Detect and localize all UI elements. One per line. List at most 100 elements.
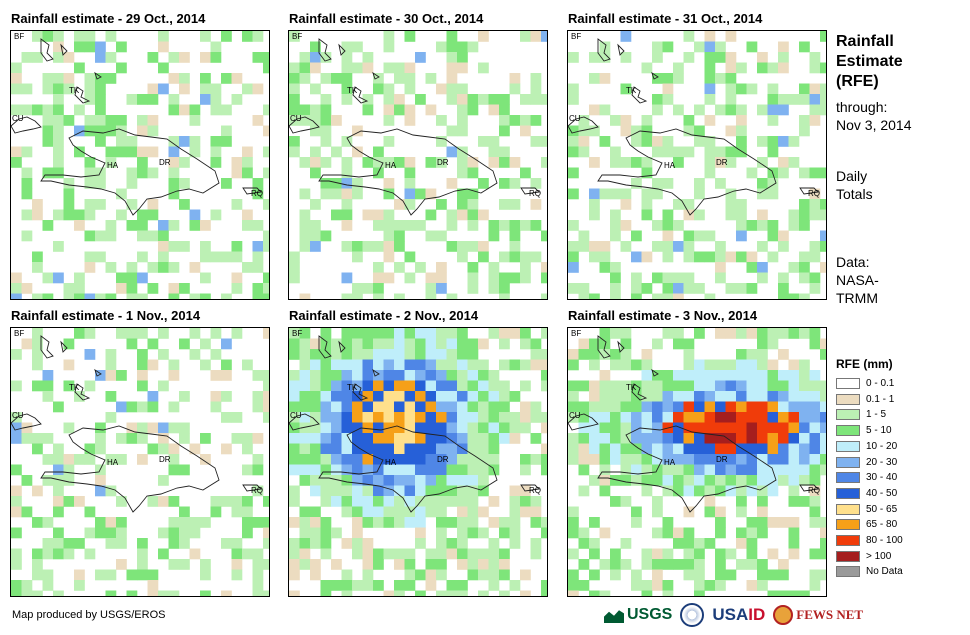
rainfall-cell: [809, 391, 821, 402]
rainfall-cell: [95, 422, 106, 434]
place-label-ha: HA: [664, 161, 676, 170]
rainfall-cell: [425, 569, 437, 581]
rainfall-cell: [788, 220, 800, 231]
rainfall-cell: [736, 412, 747, 423]
rainfall-cell: [242, 157, 253, 168]
rainfall-cell: [404, 220, 416, 231]
rainfall-cell: [715, 485, 726, 497]
rainfall-cell: [809, 94, 821, 105]
rainfall-cell: [32, 31, 43, 42]
rainfall-cell: [683, 52, 695, 63]
rainfall-cell: [694, 422, 705, 434]
rainfall-cell: [95, 199, 106, 210]
rainfall-cell: [736, 220, 747, 231]
rainfall-cell: [620, 338, 632, 350]
rainfall-cell: [662, 146, 674, 158]
rainfall-cell: [373, 241, 384, 252]
rainfall-cell: [252, 454, 264, 465]
panel-title-5: Rainfall estimate - 2 Nov., 2014: [289, 308, 479, 323]
rainfall-cell: [310, 464, 321, 476]
rainfall-cell: [641, 559, 653, 570]
rainfall-cell: [310, 220, 321, 231]
rainfall-cell: [404, 506, 416, 518]
rainfall-cell: [168, 443, 180, 455]
place-label-tk: TK: [347, 383, 358, 392]
rainfall-cell: [404, 443, 416, 455]
rainfall-cell: [436, 328, 447, 339]
rainfall-cell: [488, 328, 500, 339]
rainfall-cell: [715, 559, 726, 570]
rainfall-cell: [320, 475, 332, 486]
rainfall-cell: [210, 401, 222, 413]
rainfall-cell: [467, 209, 479, 221]
rainfall-cell: [32, 209, 43, 221]
rainfall-cell: [200, 52, 211, 63]
rainfall-cell: [289, 31, 300, 42]
rainfall-cell: [457, 590, 468, 596]
rainfall-cell: [263, 527, 269, 539]
rainfall-cell: [799, 391, 810, 402]
rainfall-cell: [310, 485, 321, 497]
rainfall-cell: [578, 230, 590, 242]
place-label-bf: BF: [292, 32, 302, 41]
rainfall-cell: [778, 559, 789, 570]
rainfall-cell: [105, 485, 117, 497]
rainfall-cell: [541, 412, 547, 423]
rainfall-cell: [436, 338, 447, 350]
rainfall-cell: [331, 370, 342, 381]
rainfall-cell: [320, 157, 332, 168]
rainfall-cell: [383, 391, 395, 402]
rainfall-cell: [725, 146, 737, 158]
rainfall-cell: [394, 485, 405, 497]
rainfall-cell: [620, 199, 632, 210]
rainfall-cell: [105, 391, 117, 402]
legend-item: 80 - 100: [836, 534, 903, 547]
rainfall-cell: [352, 125, 363, 137]
rainfall-cell: [383, 433, 395, 444]
rainfall-cell: [652, 443, 663, 455]
coastline-hisp: [597, 425, 777, 513]
rainfall-cell: [373, 412, 384, 423]
rainfall-cell: [683, 401, 695, 413]
rainfall-cell: [373, 380, 384, 392]
rainfall-cell: [778, 370, 789, 381]
rainfall-cell: [683, 349, 695, 360]
rainfall-cell: [541, 527, 547, 539]
rainfall-cell: [331, 412, 342, 423]
rainfall-cell: [467, 272, 479, 284]
rainfall-cell: [631, 251, 642, 263]
rainfall-cell: [488, 370, 500, 381]
rainfall-cell: [478, 31, 489, 42]
rainfall-cell: [631, 433, 642, 444]
rainfall-cell: [530, 401, 542, 413]
rainfall-cell: [736, 104, 747, 116]
rainfall-cell: [788, 136, 800, 147]
rainfall-cell: [520, 412, 531, 423]
rainfall-cell: [425, 188, 437, 200]
rainfall-cell: [32, 199, 43, 210]
rainfall-cell: [425, 104, 437, 116]
rainfall-cell: [662, 464, 674, 476]
rainfall-cell: [373, 293, 384, 299]
rainfall-cell: [788, 538, 800, 549]
rainfall-cell: [331, 401, 342, 413]
rainfall-cell: [446, 125, 458, 137]
rainfall-cell: [457, 401, 468, 413]
rainfall-cell: [589, 517, 600, 528]
rainfall-cell: [53, 73, 64, 84]
rainfall-cell: [436, 230, 447, 242]
rainfall-cell: [530, 433, 542, 444]
rainfall-cell: [683, 370, 695, 381]
rainfall-cell: [778, 283, 789, 294]
rainfall-cell: [221, 136, 232, 147]
rainfall-cell: [799, 293, 810, 299]
place-label-ha: HA: [385, 458, 397, 467]
rainfall-cell: [683, 464, 695, 476]
rainfall-cell: [467, 349, 479, 360]
rainfall-cell: [767, 230, 779, 242]
rainfall-cell: [242, 262, 253, 273]
rainfall-cell: [578, 559, 590, 570]
rainfall-cell: [137, 230, 148, 242]
rainfall-cell: [53, 548, 64, 560]
